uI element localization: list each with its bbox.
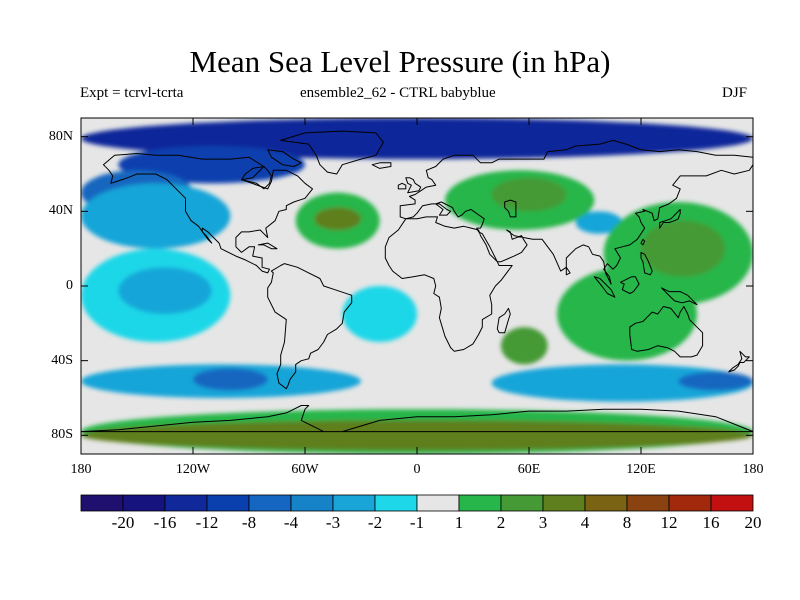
experiment-label: Expt = tcrvl-tcrta <box>80 85 184 101</box>
ensemble-label: ensemble2_62 - CTRL babyblue <box>300 85 496 101</box>
colorbar-swatch <box>500 494 544 512</box>
colorbar-label: 16 <box>702 513 720 532</box>
anomaly-southern-ocean-low-pac-core <box>193 368 268 391</box>
colorbar-swatch <box>122 494 166 512</box>
colorbar-label: -4 <box>283 513 299 532</box>
anomaly-maritime-high <box>557 267 697 361</box>
figure-title: Mean Sea Level Pressure (in hPa) <box>189 44 611 79</box>
coastline-iceland <box>371 162 392 169</box>
colorbar-swatch <box>290 494 334 512</box>
colorbar-label: -3 <box>325 513 341 532</box>
coastline-ireland <box>397 182 407 190</box>
colorbar-label: 8 <box>622 513 632 532</box>
anomaly-w-pacific-high-core <box>641 220 725 277</box>
lat-tick-label: 80N <box>48 128 73 144</box>
anomaly-s-africa-high <box>500 327 548 365</box>
map-panel <box>81 118 753 454</box>
lat-tick-label: 40S <box>51 352 73 368</box>
coastline-japan <box>659 209 681 229</box>
coastline-great-britain <box>405 177 422 194</box>
coastline-sumatra <box>593 276 616 298</box>
colorbar-label: 3 <box>538 513 548 532</box>
colorbar-label: -8 <box>241 513 257 532</box>
season-label: DJF <box>722 85 748 101</box>
anomaly-field <box>81 118 753 454</box>
coastline-south-america <box>267 263 353 390</box>
colorbar-label: -1 <box>409 513 425 532</box>
coastlines <box>81 130 753 433</box>
colorbar-swatch <box>374 494 418 512</box>
colorbar-label: -16 <box>153 513 177 532</box>
anomaly-antarctic-high-core <box>81 420 753 451</box>
anomaly-central-asia-low <box>575 211 623 234</box>
lon-tick-label: 60W <box>291 462 319 477</box>
coastline-hudson-bay <box>241 166 272 190</box>
lon-tick-label: 120W <box>175 462 211 477</box>
anomaly-n-atlantic-high-core <box>314 207 361 230</box>
lon-tick-label: 0 <box>413 462 421 477</box>
coastline-australia <box>629 306 704 358</box>
lat-tick-label: 0 <box>66 278 73 293</box>
colorbar-label: 2 <box>496 513 506 532</box>
colorbar-swatch <box>248 494 292 512</box>
anomaly-n-pacific-low-edge <box>81 183 231 249</box>
colorbar-swatch <box>206 494 250 512</box>
colorbar-swatch <box>668 494 712 512</box>
coastline-africa <box>384 216 513 352</box>
colorbar-swatch <box>80 494 124 512</box>
lat-tick-label: 80S <box>51 427 73 443</box>
lon-tick-label: 180 <box>742 462 764 477</box>
coastline-caspian-sea <box>504 199 517 218</box>
coastline-new-zealand <box>728 350 750 373</box>
colorbar-swatch <box>458 494 502 512</box>
colorbar <box>80 494 754 512</box>
anomaly-trop-atlantic-low <box>342 286 417 342</box>
anomaly-eurasian-high-core <box>491 177 567 212</box>
colorbar-swatch <box>626 494 670 512</box>
colorbar-swatch <box>332 494 376 512</box>
colorbar-label: -2 <box>367 513 383 532</box>
anomaly-southern-ocean-low-ind <box>491 364 753 402</box>
colorbar-label: 4 <box>580 513 590 532</box>
lon-tick-label: 180 <box>70 462 92 477</box>
coastline-baffin-island <box>267 149 302 167</box>
coastline-taiwan <box>640 238 646 246</box>
lat-tick-label: 40N <box>48 203 73 219</box>
coastline-philippines <box>640 251 653 276</box>
coastline-eurasia <box>399 139 753 285</box>
colorbar-label: -12 <box>195 513 219 532</box>
anomaly-trop-pacific-core <box>118 267 212 314</box>
lon-tick-label: 120E <box>626 462 656 477</box>
coastline-greenland <box>280 130 384 175</box>
colorbar-swatch <box>416 494 460 512</box>
colorbar-swatch <box>542 494 586 512</box>
coastline-sri-lanka <box>565 266 571 276</box>
lon-tick-label: 60E <box>517 462 541 477</box>
colorbar-label: 20 <box>744 513 762 532</box>
coastline-cuba <box>257 242 278 250</box>
anomaly-southern-ocean-low-ind-core <box>678 371 753 391</box>
colorbar-swatch <box>164 494 208 512</box>
colorbar-swatch <box>584 494 628 512</box>
coastline-new-guinea <box>661 287 698 306</box>
colorbar-label: -20 <box>111 513 135 532</box>
colorbar-label: 1 <box>454 513 464 532</box>
coastline-north-america <box>102 153 313 274</box>
coastline-madagascar <box>496 307 511 334</box>
coastline-borneo <box>620 276 640 294</box>
coastline-antarctica <box>81 405 753 433</box>
colorbar-swatch <box>710 494 754 512</box>
colorbar-label: 12 <box>660 513 678 532</box>
